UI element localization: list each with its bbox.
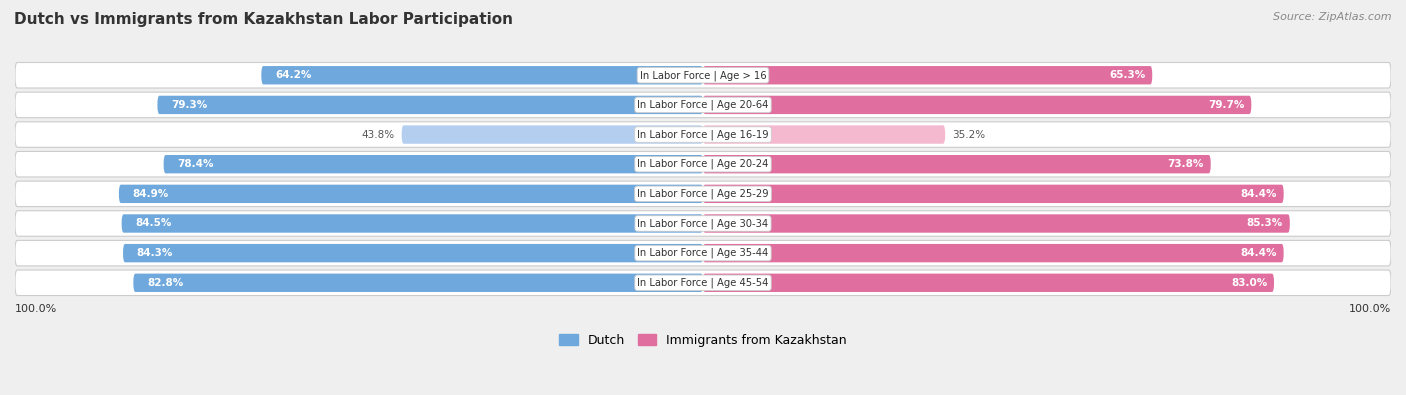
Text: 65.3%: 65.3% [1109, 70, 1146, 80]
Text: 82.8%: 82.8% [148, 278, 183, 288]
FancyBboxPatch shape [703, 125, 945, 144]
Text: 73.8%: 73.8% [1167, 159, 1204, 169]
Text: 84.3%: 84.3% [136, 248, 173, 258]
Text: In Labor Force | Age 16-19: In Labor Force | Age 16-19 [637, 129, 769, 140]
FancyBboxPatch shape [703, 96, 1251, 114]
Text: 79.3%: 79.3% [172, 100, 208, 110]
Text: In Labor Force | Age > 16: In Labor Force | Age > 16 [640, 70, 766, 81]
Text: 84.4%: 84.4% [1240, 189, 1277, 199]
FancyBboxPatch shape [703, 184, 1284, 203]
Text: 84.4%: 84.4% [1240, 248, 1277, 258]
FancyBboxPatch shape [120, 184, 703, 203]
Text: In Labor Force | Age 25-29: In Labor Force | Age 25-29 [637, 188, 769, 199]
Text: Dutch vs Immigrants from Kazakhstan Labor Participation: Dutch vs Immigrants from Kazakhstan Labo… [14, 12, 513, 27]
FancyBboxPatch shape [15, 211, 1391, 236]
Text: 83.0%: 83.0% [1230, 278, 1267, 288]
Text: 35.2%: 35.2% [952, 130, 986, 139]
FancyBboxPatch shape [122, 214, 703, 233]
Text: 85.3%: 85.3% [1247, 218, 1284, 228]
FancyBboxPatch shape [703, 155, 1211, 173]
FancyBboxPatch shape [134, 274, 703, 292]
FancyBboxPatch shape [703, 244, 1284, 262]
FancyBboxPatch shape [262, 66, 703, 85]
FancyBboxPatch shape [703, 274, 1274, 292]
Text: 78.4%: 78.4% [177, 159, 214, 169]
Text: 100.0%: 100.0% [1348, 303, 1391, 314]
FancyBboxPatch shape [122, 244, 703, 262]
FancyBboxPatch shape [15, 92, 1391, 118]
Text: 100.0%: 100.0% [15, 303, 58, 314]
FancyBboxPatch shape [163, 155, 703, 173]
FancyBboxPatch shape [15, 241, 1391, 266]
Text: In Labor Force | Age 35-44: In Labor Force | Age 35-44 [637, 248, 769, 258]
Text: Source: ZipAtlas.com: Source: ZipAtlas.com [1274, 12, 1392, 22]
FancyBboxPatch shape [15, 270, 1391, 295]
Text: 84.9%: 84.9% [132, 189, 169, 199]
Text: In Labor Force | Age 30-34: In Labor Force | Age 30-34 [637, 218, 769, 229]
Text: 84.5%: 84.5% [135, 218, 172, 228]
Text: In Labor Force | Age 20-64: In Labor Force | Age 20-64 [637, 100, 769, 110]
FancyBboxPatch shape [15, 151, 1391, 177]
FancyBboxPatch shape [15, 181, 1391, 207]
FancyBboxPatch shape [703, 66, 1153, 85]
FancyBboxPatch shape [703, 214, 1289, 233]
FancyBboxPatch shape [157, 96, 703, 114]
Legend: Dutch, Immigrants from Kazakhstan: Dutch, Immigrants from Kazakhstan [554, 329, 852, 352]
FancyBboxPatch shape [15, 62, 1391, 88]
FancyBboxPatch shape [402, 125, 703, 144]
Text: 64.2%: 64.2% [276, 70, 312, 80]
Text: 43.8%: 43.8% [361, 130, 395, 139]
Text: In Labor Force | Age 45-54: In Labor Force | Age 45-54 [637, 278, 769, 288]
FancyBboxPatch shape [15, 122, 1391, 147]
Text: In Labor Force | Age 20-24: In Labor Force | Age 20-24 [637, 159, 769, 169]
Text: 79.7%: 79.7% [1208, 100, 1244, 110]
